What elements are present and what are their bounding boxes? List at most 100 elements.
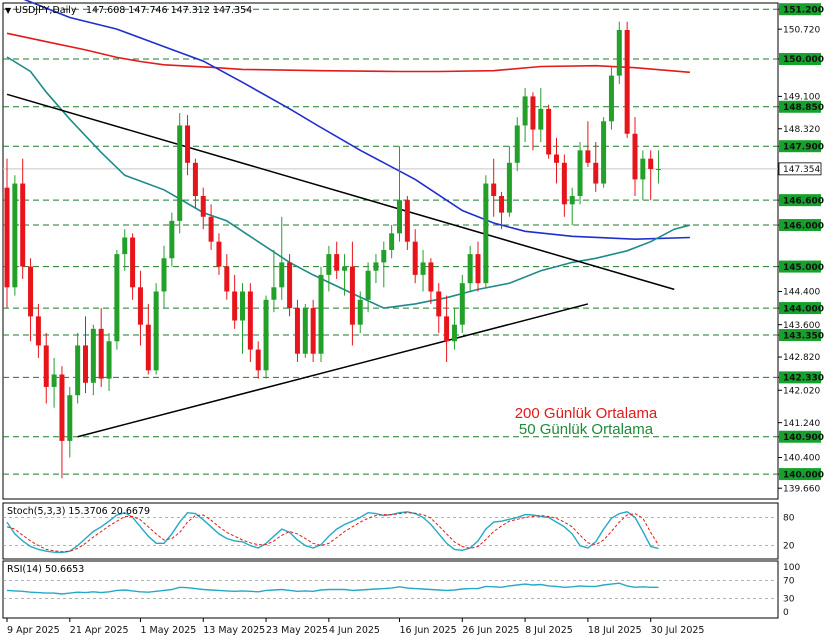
candle-body[interactable] [67, 395, 73, 441]
candle-body[interactable] [404, 200, 410, 242]
candle-body[interactable] [365, 270, 371, 300]
candle-body[interactable] [106, 341, 112, 379]
candle-body[interactable] [294, 308, 300, 354]
candle-body[interactable] [200, 196, 206, 217]
candle-body[interactable] [506, 162, 512, 213]
time-label: 30 Jul 2025 [651, 625, 705, 636]
candle-body[interactable] [389, 233, 395, 250]
candle-body[interactable] [648, 158, 654, 170]
price-label: 148.320 [783, 125, 820, 135]
candle-body[interactable] [499, 196, 505, 213]
candle-body[interactable] [640, 158, 646, 180]
candle-body[interactable] [145, 324, 151, 371]
candle-body[interactable] [75, 345, 81, 396]
candle-body[interactable] [271, 287, 277, 300]
candle-body[interactable] [514, 125, 520, 163]
candle-body[interactable] [177, 125, 183, 221]
candle-body[interactable] [342, 266, 348, 271]
price-label: 142.330 [783, 374, 824, 384]
candle-body[interactable] [161, 258, 167, 292]
candle-body[interactable] [137, 287, 143, 325]
candle-body[interactable] [240, 291, 245, 321]
candle-body[interactable] [467, 254, 473, 284]
candle-body[interactable] [59, 374, 65, 441]
level-box [779, 430, 821, 443]
candle-body[interactable] [420, 262, 426, 275]
candle-body[interactable] [98, 328, 104, 379]
candle-body[interactable] [169, 220, 175, 259]
candle-body[interactable] [616, 29, 622, 76]
candle-body[interactable] [247, 291, 253, 350]
candles[interactable] [4, 21, 662, 479]
candle-body[interactable] [216, 241, 222, 267]
price-label: 143.600 [783, 321, 820, 331]
candle-body[interactable] [491, 183, 497, 197]
candle-body[interactable] [279, 262, 285, 288]
candle-body[interactable] [192, 162, 198, 197]
candle-body[interactable] [357, 299, 363, 325]
candle-body[interactable] [287, 262, 293, 309]
candle-body[interactable] [349, 266, 355, 325]
candle-body[interactable] [561, 162, 567, 205]
candle-body[interactable] [444, 316, 450, 342]
price-label: 139.660 [783, 484, 820, 494]
stochastic-oscillator: 80 20 [3, 511, 795, 554]
candle-body[interactable] [554, 154, 559, 163]
time-label: 8 Jul 2025 [525, 625, 573, 636]
candle-body[interactable] [35, 316, 41, 346]
candle-body[interactable] [122, 237, 128, 255]
rsi-oscillator: 100 70 30 0 [3, 563, 800, 618]
candle-body[interactable] [483, 183, 489, 284]
candle-body[interactable] [224, 266, 230, 292]
candle-body[interactable] [546, 108, 552, 155]
candle-body[interactable] [185, 125, 191, 163]
candle-body[interactable] [114, 254, 120, 342]
trendlines [6, 93, 675, 438]
candle-body[interactable] [577, 150, 583, 197]
candle-body[interactable] [130, 237, 136, 288]
candle-body[interactable] [530, 96, 536, 130]
candle-body[interactable] [608, 75, 614, 122]
candle-body[interactable] [334, 254, 340, 271]
candle-body[interactable] [263, 299, 269, 371]
candle-body[interactable] [302, 308, 308, 354]
price-label: 140.400 [783, 454, 820, 464]
candle-body[interactable] [310, 308, 316, 354]
candle-body[interactable] [20, 183, 26, 267]
candle-body[interactable] [538, 108, 544, 130]
candle-body[interactable] [232, 291, 238, 321]
candle-body[interactable] [585, 150, 591, 163]
candle-body[interactable] [83, 345, 88, 383]
time-label: 16 Jun 2025 [400, 625, 457, 636]
candle-body[interactable] [569, 196, 575, 205]
candle-body[interactable] [397, 200, 402, 234]
candle-body[interactable] [601, 121, 607, 184]
candle-body[interactable] [318, 274, 324, 354]
candle-body[interactable] [326, 254, 332, 275]
candle-body[interactable] [451, 324, 457, 342]
candle-body[interactable] [51, 374, 57, 387]
candle-body[interactable] [593, 162, 599, 184]
candle-body[interactable] [12, 183, 18, 288]
candle-body[interactable] [153, 291, 159, 371]
candle-body[interactable] [412, 241, 418, 275]
candle-body[interactable] [475, 254, 481, 284]
candle-body[interactable] [428, 262, 434, 292]
candle-body[interactable] [90, 328, 96, 383]
candle-body[interactable] [436, 291, 442, 317]
candle-body[interactable] [624, 29, 630, 134]
price-label: 148.850 [783, 103, 824, 113]
candle-body[interactable] [4, 187, 10, 288]
candle-body[interactable] [381, 249, 387, 263]
candle-body[interactable] [43, 345, 49, 387]
candle-body[interactable] [28, 266, 34, 317]
candle-body[interactable] [459, 283, 465, 325]
candle-body[interactable] [255, 349, 261, 371]
candle-body[interactable] [208, 216, 214, 242]
candle-body[interactable] [656, 169, 662, 171]
price-label: 150.720 [783, 25, 820, 35]
candle-body[interactable] [373, 262, 379, 271]
candle-body[interactable] [522, 96, 528, 126]
candle-body[interactable] [632, 133, 638, 180]
